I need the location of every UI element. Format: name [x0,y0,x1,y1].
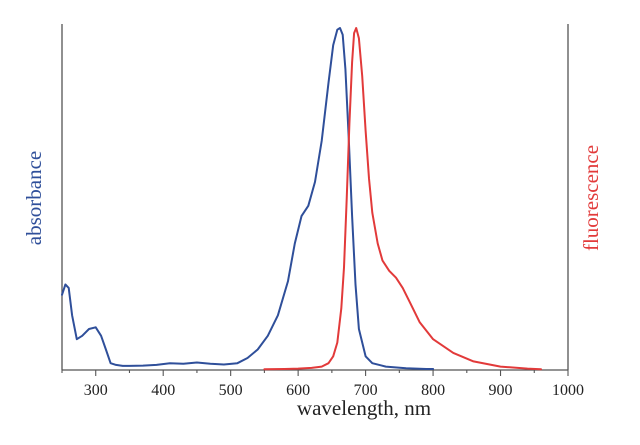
x-axis-ticks: 300 400 500 600 700 800 900 1000 [61,370,584,399]
absorbance-curve [61,27,435,370]
series-lines [61,27,542,371]
fluorescence-curve [263,27,542,371]
x-tick-label-900: 900 [489,382,513,399]
x-tick-label-700: 700 [354,382,378,399]
x-tick-label-400: 400 [151,382,175,399]
x-axis-title: wavelength, nm [297,396,431,420]
x-tick-label-1000: 1000 [552,382,584,399]
x-tick-label-500: 500 [219,382,243,399]
x-tick-label-600: 600 [286,382,310,399]
y-right-axis-title: fluorescence [579,145,603,251]
x-tick-label-800: 800 [421,382,445,399]
x-tick-label-300: 300 [84,382,108,399]
y-left-axis-title: absorbance [22,151,46,245]
axes [61,24,569,371]
